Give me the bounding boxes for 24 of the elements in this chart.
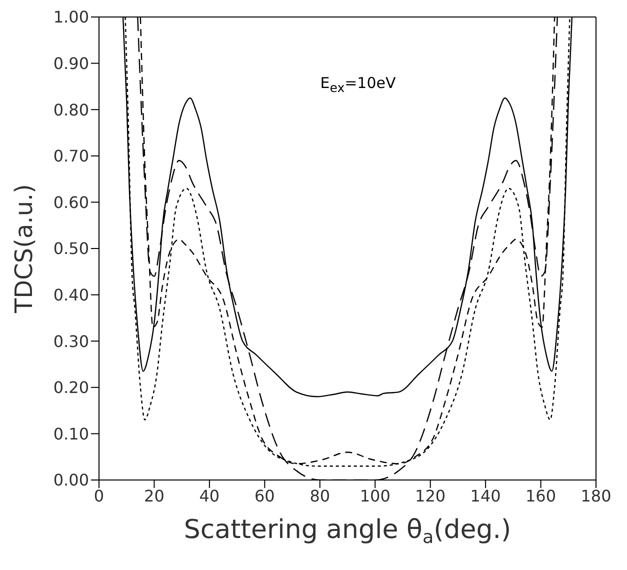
y-tick-label: 0.30: [53, 332, 89, 351]
y-tick-label: 0.40: [53, 285, 89, 304]
y-tick-label: 0.50: [53, 239, 89, 258]
y-tick-label: 0.90: [53, 54, 89, 73]
y-axis-title: TDCS(a.u.): [10, 184, 38, 314]
x-tick-label: 40: [199, 486, 220, 506]
x-tick-label: 180: [580, 486, 612, 506]
annotation: E$_{ex}$=10eV: [319, 74, 397, 97]
x-tick-label: 60: [254, 486, 275, 506]
y-tick-label: 0.00: [53, 470, 89, 490]
y-tick-label: 1.00: [53, 8, 89, 27]
x-axis-title: Scattering angle θ$_{a}$(deg.): [184, 515, 512, 548]
y-tick-label: 0.60: [53, 192, 89, 212]
x-tick-label: 0: [94, 486, 104, 506]
x-tick-label: 140: [470, 486, 501, 506]
y-tick-label: 0.10: [53, 424, 89, 444]
x-tick-label: 80: [310, 486, 330, 506]
x-tick-label: 160: [526, 486, 556, 506]
x-tick-label: 20: [144, 486, 164, 506]
x-tick-label: 100: [360, 486, 390, 506]
y-tick-label: 0.80: [53, 100, 89, 120]
y-tick-label: 0.70: [53, 146, 89, 166]
x-tick-label: 120: [415, 486, 446, 506]
y-tick-label: 0.20: [53, 378, 89, 398]
